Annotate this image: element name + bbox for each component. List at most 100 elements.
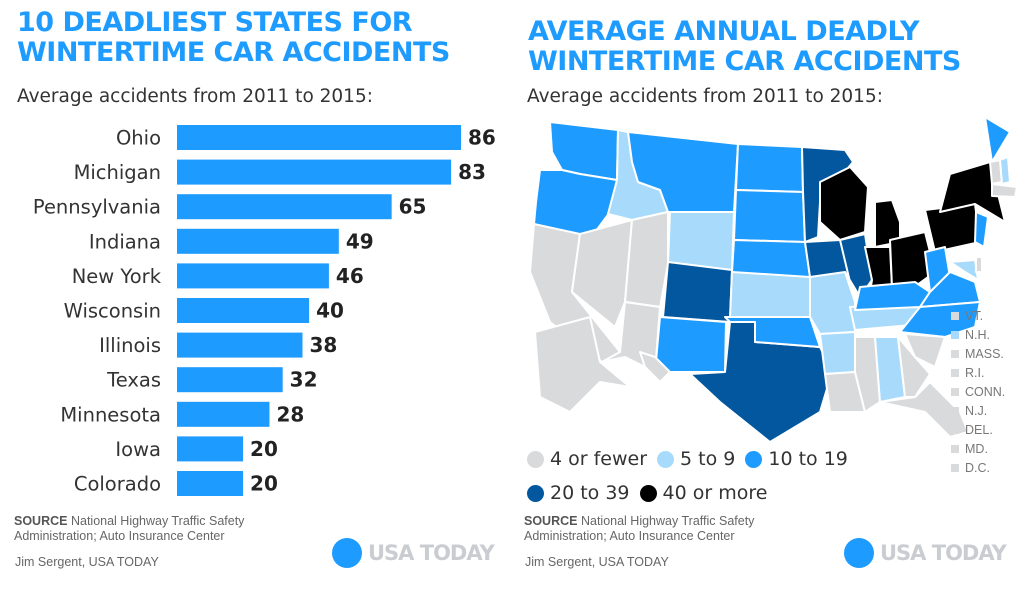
small-state-item: VT. xyxy=(951,306,1005,325)
state-nm xyxy=(654,316,727,373)
legend-item: 10 to 19 xyxy=(745,442,848,476)
small-state-swatch-icon xyxy=(951,330,959,339)
legend-item: 20 to 39 xyxy=(527,476,630,510)
legend-swatch-icon xyxy=(745,450,763,468)
small-state-item: N.H. xyxy=(951,325,1005,344)
source-text: National Highway Traffic Safety Administ… xyxy=(14,514,245,543)
legend-swatch-icon xyxy=(639,484,657,502)
map-title-line2: WINTERTIME CAR ACCIDENTS xyxy=(528,46,961,77)
bar-value-label: 40 xyxy=(316,299,344,323)
map-subtitle: Average accidents from 2011 to 2015: xyxy=(527,86,883,107)
usa-today-logo: USA TODAY xyxy=(844,538,1007,568)
bar-chart-title-line2: WINTERTIME CAR ACCIDENTS xyxy=(17,37,450,68)
state-ga xyxy=(897,336,931,398)
bar-value-label: 83 xyxy=(458,160,486,184)
legend-item: 40 or more xyxy=(639,476,767,510)
state-nh xyxy=(999,156,1011,185)
small-state-item: D.C. xyxy=(951,458,1005,477)
usa-today-wordmark: USA TODAY xyxy=(880,541,1007,565)
legend-swatch-icon xyxy=(527,450,544,468)
state-nv xyxy=(571,219,633,328)
small-state-item: MASS. xyxy=(951,344,1005,363)
bar-value-label: 49 xyxy=(346,229,374,253)
state-nd xyxy=(735,143,804,193)
bar-chart: Ohio 86 Michigan 83 Pennsylvania 65 Indiana 49 N… xyxy=(33,125,496,496)
source-label: SOURCE xyxy=(524,514,578,528)
source-text: National Highway Traffic Safety Administ… xyxy=(524,514,755,543)
small-state-label: DEL. xyxy=(965,422,993,437)
small-state-swatch-icon xyxy=(951,368,959,377)
bar-category-label: Michigan xyxy=(74,161,161,184)
small-state-item: MD. xyxy=(951,439,1005,458)
bar-value-label: 38 xyxy=(309,333,337,357)
small-state-item: DEL. xyxy=(951,420,1005,439)
small-state-swatch-icon xyxy=(951,311,959,320)
bar-category-label: Pennsylvania xyxy=(33,196,161,219)
bar-chart-subtitle: Average accidents from 2011 to 2015: xyxy=(17,86,373,107)
bar-chart-source: SOURCE National Highway Traffic Safety A… xyxy=(14,514,314,544)
state-ms xyxy=(854,336,881,413)
legend-swatch-icon xyxy=(527,484,544,502)
legend-label: 20 to 39 xyxy=(550,482,630,504)
map-credit: Jim Sergent, USA TODAY xyxy=(525,555,669,569)
state-ak xyxy=(534,316,631,413)
state-hi xyxy=(639,351,671,383)
bar-category-label: Wisconsin xyxy=(64,300,161,323)
usa-today-wordmark: USA TODAY xyxy=(368,541,495,565)
state-co xyxy=(662,261,733,323)
bar xyxy=(177,125,461,150)
bar xyxy=(177,298,310,323)
state-wi xyxy=(819,166,869,241)
bar-category-label: Minnesota xyxy=(60,403,161,426)
map-title: AVERAGE ANNUAL DEADLY WINTERTIME CAR ACC… xyxy=(528,17,961,77)
small-state-label: N.H. xyxy=(965,327,990,342)
bar-value-label: 65 xyxy=(399,195,427,219)
legend-item: 4 or fewer xyxy=(527,442,647,476)
small-state-swatch-icon xyxy=(951,425,959,434)
state-ky xyxy=(854,281,931,311)
bar xyxy=(177,194,392,220)
bar-category-label: New York xyxy=(72,265,162,288)
us-choropleth-map xyxy=(529,116,1018,442)
state-oh xyxy=(889,231,936,291)
small-state-label: MD. xyxy=(965,441,988,456)
bar xyxy=(177,401,270,427)
map-source: SOURCE National Highway Traffic Safety A… xyxy=(524,514,824,544)
state-de xyxy=(975,256,983,273)
small-state-swatch-icon xyxy=(951,444,959,453)
state-nj xyxy=(974,211,989,248)
usa-today-dot-icon xyxy=(844,538,874,568)
legend-item: 5 to 9 xyxy=(657,442,735,476)
bar-category-label: Texas xyxy=(106,369,161,392)
bar-value-label: 20 xyxy=(250,437,278,461)
small-state-label: D.C. xyxy=(965,460,990,475)
small-state-item: R.I. xyxy=(951,363,1005,382)
bar-value-label: 20 xyxy=(250,472,278,496)
bar xyxy=(177,332,303,358)
bar-category-label: Indiana xyxy=(89,230,161,253)
map-legend: 4 or fewer 5 to 9 10 to 19 20 to 39 40 or mo… xyxy=(527,442,887,510)
bar-category-label: Illinois xyxy=(99,334,161,357)
state-ma xyxy=(991,183,1018,198)
usa-today-dot-icon xyxy=(332,538,362,568)
state-nc xyxy=(899,301,981,338)
small-state-swatch-icon xyxy=(951,349,959,358)
usa-today-logo: USA TODAY xyxy=(332,538,495,568)
small-state-item: CONN. xyxy=(951,382,1005,401)
bar-value-label: 46 xyxy=(336,264,364,288)
small-state-item: N.J. xyxy=(951,401,1005,420)
legend-label: 4 or fewer xyxy=(550,448,648,470)
bar xyxy=(177,159,452,185)
bar-chart-credit: Jim Sergent, USA TODAY xyxy=(15,555,159,569)
state-ny xyxy=(939,161,1006,223)
legend-label: 10 to 19 xyxy=(768,448,848,470)
small-state-swatch-icon xyxy=(951,463,959,472)
bar-value-label: 28 xyxy=(276,402,304,426)
small-state-swatch-icon xyxy=(951,406,959,415)
state-ks xyxy=(729,271,811,318)
state-mo xyxy=(809,271,856,335)
state-mi xyxy=(874,199,901,248)
state-md xyxy=(949,259,979,281)
small-state-label: R.I. xyxy=(965,365,985,380)
legend-swatch-icon xyxy=(657,450,675,468)
